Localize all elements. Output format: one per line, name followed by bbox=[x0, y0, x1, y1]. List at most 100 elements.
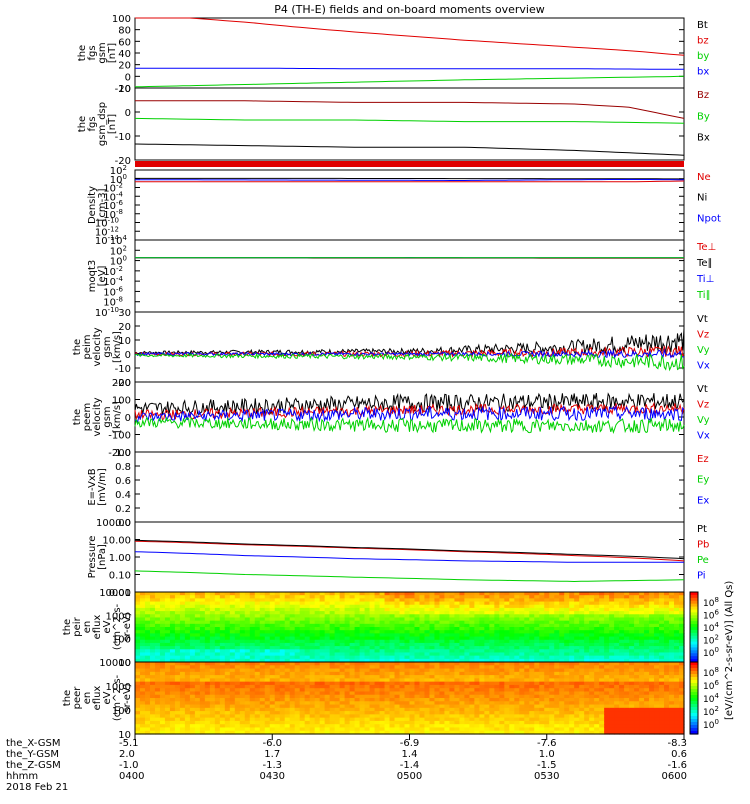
series-Bz bbox=[135, 101, 684, 119]
legend-entry: Bt bbox=[697, 20, 708, 31]
series-Npot bbox=[135, 179, 684, 180]
panel-frame bbox=[135, 88, 684, 160]
legend-entry: Npot bbox=[697, 213, 721, 224]
panel-frame bbox=[135, 240, 684, 312]
y-tick-label: 10000 bbox=[99, 658, 131, 669]
y-tick-label: 0.10 bbox=[109, 571, 131, 582]
series-Bx bbox=[135, 144, 684, 155]
series-Ne bbox=[135, 181, 684, 182]
series-Pb bbox=[135, 541, 684, 561]
y-tick-label: 10000 bbox=[99, 588, 131, 599]
separator-band bbox=[135, 161, 684, 167]
y-axis-label: E=-VxB[mV/m] bbox=[87, 468, 108, 506]
legend-entry: Bz bbox=[697, 90, 709, 101]
y-tick-label: 1.00 bbox=[109, 553, 131, 564]
legend-entry: Pt bbox=[697, 524, 707, 535]
legend-entry: Ez bbox=[697, 454, 709, 465]
legend-entry: Vz bbox=[697, 330, 709, 341]
colorbar-tick-label: 108 bbox=[703, 596, 719, 609]
legend-entry: Ni bbox=[697, 193, 707, 204]
panel-frame bbox=[135, 452, 684, 522]
series-Vy bbox=[135, 418, 684, 433]
legend-entry: Pi bbox=[697, 571, 706, 582]
y-axis-label-line: [mV/m] bbox=[97, 468, 108, 506]
series-Ni bbox=[135, 178, 684, 179]
series-by bbox=[135, 76, 684, 87]
series-Pe bbox=[135, 571, 684, 582]
legend-entry: Ey bbox=[697, 475, 709, 486]
panel-frame bbox=[135, 312, 684, 382]
y-tick-label: 0.8 bbox=[115, 462, 131, 473]
legend-entry: Vy bbox=[697, 415, 710, 426]
y-tick-label: 100.00 bbox=[96, 518, 131, 529]
legend-entry: By bbox=[697, 111, 710, 122]
y-tick-label: 0.2 bbox=[115, 504, 131, 515]
chart-title: P4 (TH-E) fields and on-board moments ov… bbox=[274, 3, 545, 16]
legend-entry: Pe bbox=[697, 555, 709, 566]
y-axis-label-line: [eV] bbox=[97, 266, 108, 287]
legend-entry: Te∥ bbox=[696, 258, 713, 269]
y-axis-label-line: [km/s] bbox=[112, 331, 123, 363]
legend-entry: Te⊥ bbox=[696, 242, 716, 253]
y-tick-label: 100 bbox=[112, 14, 131, 25]
y-tick-label: 0.6 bbox=[115, 476, 131, 487]
y-axis-label-line: [nT] bbox=[107, 114, 118, 134]
colorbar-tick-label: 104 bbox=[703, 621, 719, 634]
colorbar-tick-label: 100 bbox=[703, 646, 719, 659]
legend-entry: Vx bbox=[697, 431, 710, 442]
legend-entry: Bx bbox=[697, 133, 710, 144]
y-tick-label: 40 bbox=[118, 49, 131, 60]
y-tick-label: -10 bbox=[115, 364, 131, 375]
legend-entry: Vt bbox=[697, 384, 708, 395]
colorbar-tick-label: 102 bbox=[703, 634, 719, 647]
series-bz bbox=[135, 18, 684, 55]
legend-entry: Vx bbox=[697, 361, 710, 372]
legend-entry: bx bbox=[697, 67, 709, 78]
series-By bbox=[135, 118, 684, 123]
y-tick-label: 30 bbox=[118, 308, 131, 319]
y-tick-label: 80 bbox=[118, 26, 131, 37]
y-axis-label: moqt3[eV] bbox=[87, 260, 108, 293]
legend-entry: Vt bbox=[697, 314, 708, 325]
y-axis-label-line: [cm-3] bbox=[97, 188, 108, 221]
legend-entry: Ne bbox=[697, 172, 711, 183]
y-axis-label-line: sr-eV) bbox=[122, 683, 133, 712]
y-tick-label: 60 bbox=[118, 37, 131, 48]
legend-entry: Ti⊥ bbox=[696, 274, 714, 285]
y-tick-label: 20 bbox=[118, 61, 131, 72]
colorbar-tick-label: 106 bbox=[703, 609, 719, 622]
y-axis-label: Density[cm-3] bbox=[87, 186, 108, 224]
legend-entry: Vz bbox=[697, 400, 709, 411]
y-tick-label: 0 bbox=[125, 72, 131, 83]
y-tick-label: 10 bbox=[118, 84, 131, 95]
y-tick-label: 200 bbox=[112, 378, 131, 389]
legend-entry: Ex bbox=[697, 495, 709, 506]
series-Vy bbox=[135, 354, 684, 370]
legend-entry: bz bbox=[697, 36, 709, 47]
y-tick-label: 0 bbox=[125, 413, 131, 424]
legend-entry: Ti∥ bbox=[696, 290, 711, 301]
y-tick-label: 10-10 bbox=[95, 306, 119, 319]
y-axis-label-line: [km/s] bbox=[112, 401, 123, 433]
y-tick-label: 1.0 bbox=[115, 448, 131, 459]
y-axis-label-line: [nPa] bbox=[97, 544, 108, 570]
y-axis-label-line: sr-eV) bbox=[122, 612, 133, 641]
y-tick-label: 0.4 bbox=[115, 490, 131, 501]
legend-entry: Pb bbox=[697, 540, 709, 551]
legend-entry: Vy bbox=[697, 345, 710, 356]
y-tick-label: 0 bbox=[125, 350, 131, 361]
legend-entry: by bbox=[697, 51, 709, 62]
series-Vt bbox=[135, 328, 684, 354]
y-tick-label: 0 bbox=[125, 108, 131, 119]
y-axis-label-line: [nT] bbox=[107, 43, 118, 63]
series-bx bbox=[135, 68, 684, 69]
series-Pt bbox=[135, 540, 684, 558]
